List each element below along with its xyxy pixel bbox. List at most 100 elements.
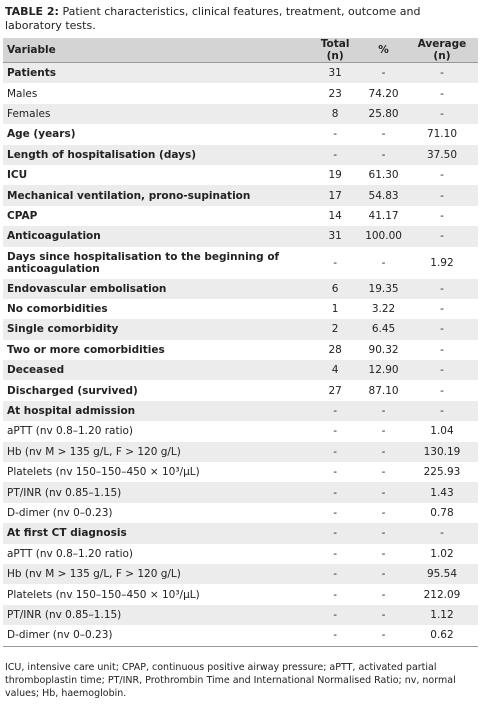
table-row: Hb (nv M > 135 g/L, F > 120 g/L) - -95.54 [3,563,478,585]
table-cell: - [440,384,444,397]
table-cell: Two or more comorbidities [7,343,165,356]
table-row: Females 8 25.80- [3,103,478,125]
table-cell: CPAP [7,209,38,222]
table-cell: PT/INR (nv 0.85–1.15) [3,482,310,503]
table-cell: - [381,256,386,269]
caption-text: Patient characteristics, clinical featur… [5,5,421,32]
table-cell: - [405,319,478,340]
table-cell: Discharged (survived) [7,384,138,397]
table-cell: - [361,563,406,585]
table-cell: 19.35 [361,278,406,299]
table-cell: 1.02 [430,547,454,560]
table-cell: Patients [3,62,310,84]
table-cell: Platelets (nv 150–150–450 × 10³/µL) [7,588,200,601]
table-cell: 95.54 [405,563,478,585]
table-cell: 71.10 [426,128,457,141]
table-cell: 31 [309,62,362,84]
table-cell: 12.90 [361,360,406,381]
table-row: D-dimer (nv 0–0.23) - - 0.78 [3,503,478,523]
table-cell: Length of hospitalisation (days) [3,144,310,165]
table-cell: - [309,400,362,422]
table-cell: Mechanical ventilation, prono-supination [3,185,310,206]
table-cell: - [361,482,406,503]
table-row: Deceased 4 12.90- [3,360,478,381]
table-cell: D-dimer (nv 0–0.23) [3,625,310,647]
table-cell: - [381,507,386,519]
table-cell: 28 [328,343,342,356]
data-table: Variable Total (n)% Average (n) Patients 31… [3,38,478,647]
table-row: Days since hospitalisation to the beginn… [3,247,478,279]
table-row: Age (years) - - 71.10 [3,124,478,144]
table-cell: - [361,400,406,422]
table-cell: - [309,482,362,503]
table-cell: 27 [328,384,342,397]
table-cell: 6.45 [361,319,406,340]
table-cell: - [333,466,338,479]
table-cell: 6 [309,278,362,299]
table-cell: - [405,185,478,206]
table-row: Males 23 74.20 - [3,83,478,103]
caption: TABLE 2: Patient characteristics, clinic… [5,5,475,33]
table-cell: Females [3,103,310,125]
table-cell: Single comorbidity [3,319,310,340]
table-cell: 74.20 [368,87,399,100]
table-row: PT/INR (nv 0.85–1.15) - -1.12 [3,604,478,626]
table-cell: 31 [309,226,362,247]
table-cell: 130.19 [405,441,478,463]
table-cell: aPTT (nv 0.8–1.20 ratio) [7,547,134,560]
table-row: Patients 31- - [3,62,478,84]
table-row: aPTT (nv 0.8–1.20 ratio) - - 1.04 [3,421,478,441]
header-cell: Total (n) [309,38,362,63]
table-row: Platelets (nv 150–150–450 × 10³/µL) - - 212… [3,584,478,604]
table-row: Single comorbidity 2 6.45- [3,319,478,340]
table-cell: 61.30 [368,169,399,182]
table-row: aPTT (nv 0.8–1.20 ratio) - - 1.02 [3,544,478,564]
table-cell: - [361,144,406,165]
table-cell: - [440,209,444,222]
table-cell: - [405,103,478,125]
table-row: At hospital admission - - - [3,400,478,422]
table-cell: Age (years) [7,128,76,141]
table-cell: - [405,62,478,84]
table-cell: - [309,563,362,585]
table-cell: - [309,523,362,544]
table-cell: Platelets (nv 150–150–450 × 10³/µL) [7,466,200,479]
table-cell: - [440,343,444,356]
table-cell: 41.17 [368,209,399,222]
header-row: Variable Total (n)% Average (n) [3,38,478,63]
table-cell: - [333,547,338,560]
table-cell: Deceased [3,360,310,381]
table-row: Two or more comorbidities 28 90.32 - [3,340,478,360]
table-cell: - [309,625,362,647]
table-row: At first CT diagnosis - - - [3,523,478,544]
table-row: Discharged (survived) 27 87.10 - [3,380,478,400]
table-row: Hb (nv M > 135 g/L, F > 120 g/L) - -130.19 [3,441,478,463]
header-cell: Average (n) [405,38,478,63]
header-cell: Variable [3,38,310,63]
table-cell: 1.43 [405,482,478,503]
caption-label: TABLE 2: [5,5,59,18]
table-cell: Days since hospitalisation to the beginn… [7,250,280,275]
table-cell: - [381,466,386,479]
table-cell: - [381,425,386,438]
table-row: ICU 19 61.30 - [3,165,478,185]
table-cell: 1.04 [430,425,454,438]
table-body: Patients 31- - Males 23 74.20- Females 8 25.80- A… [3,62,478,647]
table-cell: - [440,169,444,182]
table-cell: 3.22 [371,303,396,316]
table-cell: - [405,360,478,381]
table-cell: - [333,507,338,519]
table-cell: Anticoagulation [3,226,310,247]
table-cell: - [405,278,478,299]
table-cell: Endovascular embolisation [3,278,310,299]
table-cell: At first CT diagnosis [3,523,310,544]
table-cell: - [333,425,338,438]
table-cell: 17 [309,185,362,206]
table-cell: - [309,441,362,463]
table-cell: At hospital admission [3,400,310,422]
table-cell: - [309,144,362,165]
table-cell: 1.92 [430,256,454,269]
table-cell: 14 [328,209,342,222]
table-row: CPAP 14 41.17 - [3,206,478,226]
